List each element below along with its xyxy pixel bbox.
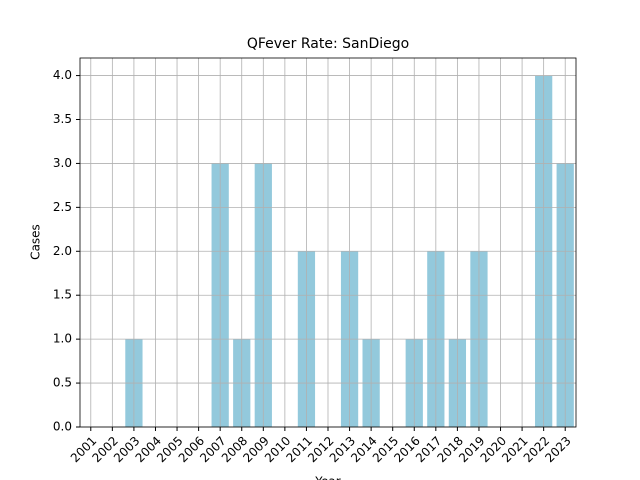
y-tick-label: 4.0 xyxy=(53,68,72,82)
y-tick-label: 2.5 xyxy=(53,200,72,214)
y-tick-label: 1.0 xyxy=(53,332,72,346)
y-tick-label: 0.5 xyxy=(53,376,72,390)
y-tick-label: 2.0 xyxy=(53,244,72,258)
y-tick-label: 3.5 xyxy=(53,112,72,126)
plot-frame xyxy=(79,57,577,428)
x-axis-label: Year xyxy=(314,475,340,480)
chart-title: QFever Rate: SanDiego xyxy=(247,36,409,52)
y-tick-label: 0.0 xyxy=(53,420,72,434)
y-tick-label: 3.0 xyxy=(53,156,72,170)
y-tick-label: 1.5 xyxy=(53,288,72,302)
y-axis-label: Cases xyxy=(29,224,43,260)
